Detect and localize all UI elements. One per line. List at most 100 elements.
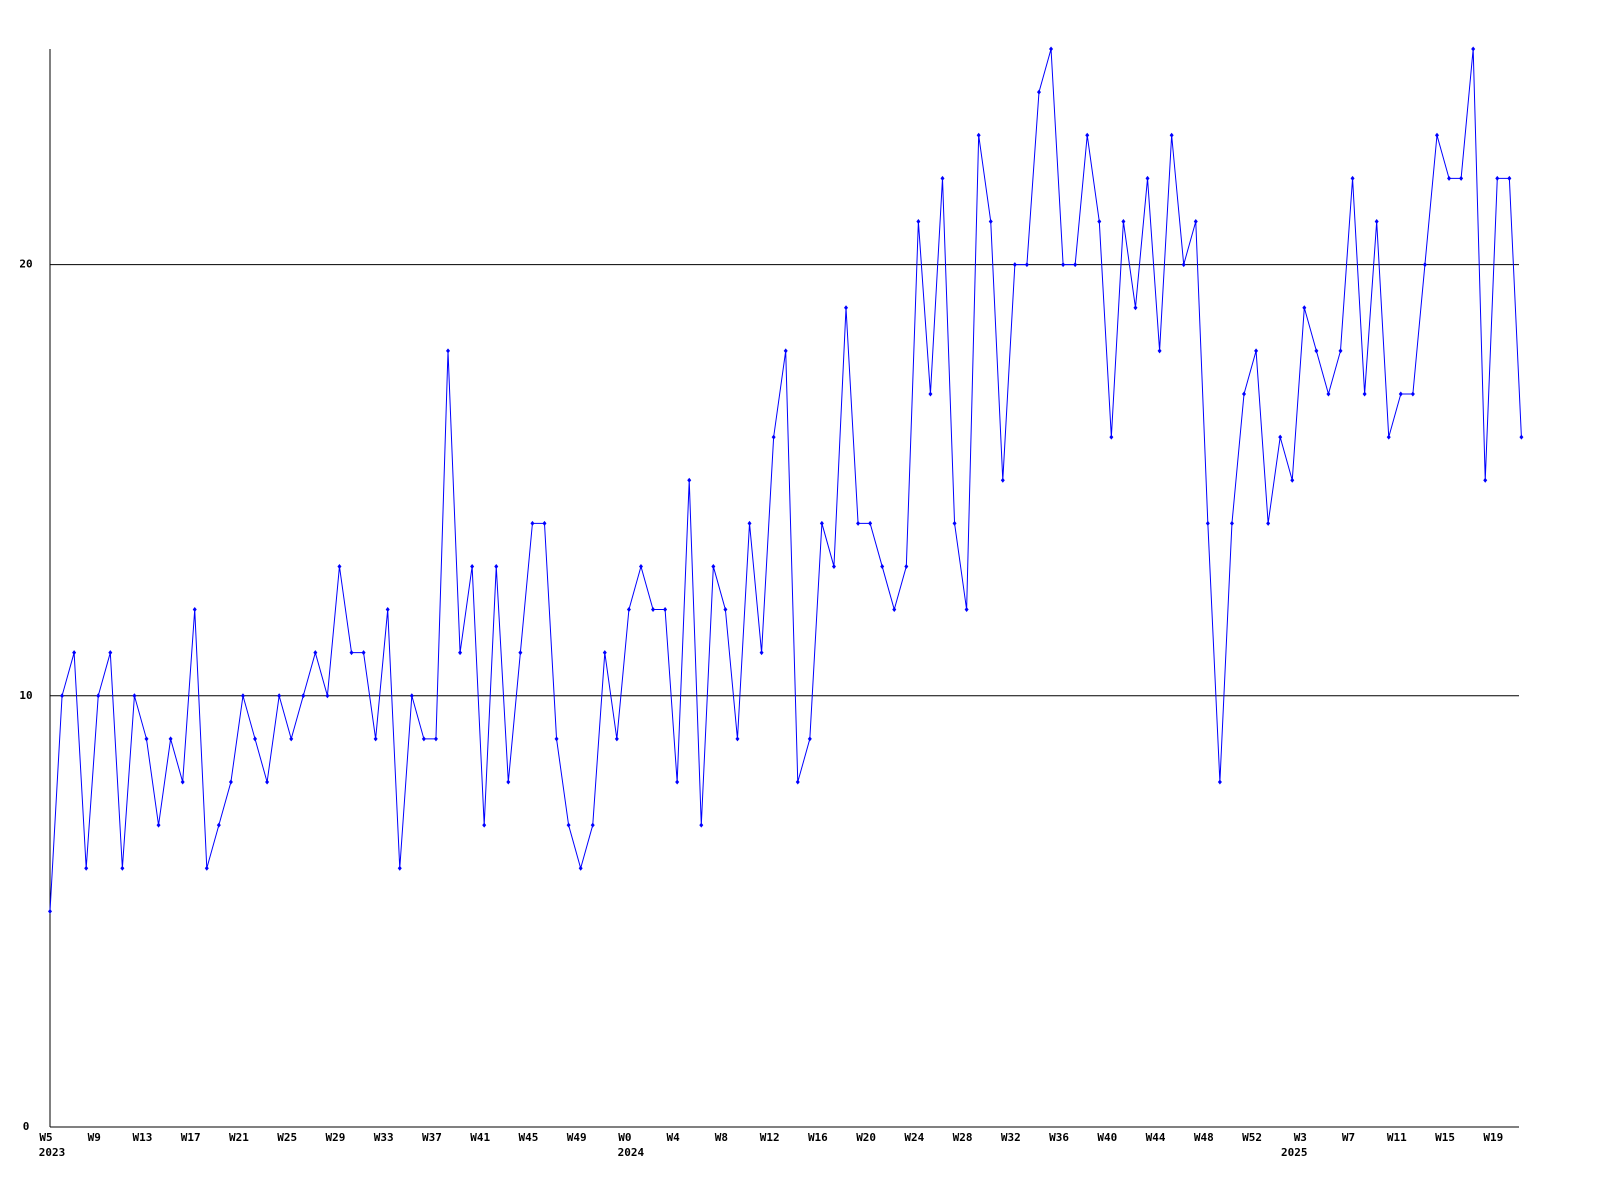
x-tick-label: W45 <box>518 1131 538 1144</box>
x-tick-label: W49 <box>567 1131 587 1144</box>
data-point <box>1410 391 1415 397</box>
x-tick-label: W15 <box>1435 1131 1455 1144</box>
data-point <box>651 607 656 613</box>
data-point <box>216 822 221 828</box>
data-point <box>976 132 981 138</box>
data-point <box>1386 434 1391 440</box>
data-point <box>1000 477 1005 483</box>
x-tick-label: W37 <box>422 1131 442 1144</box>
data-point <box>868 520 873 526</box>
data-point <box>602 650 607 656</box>
data-point <box>1133 305 1138 311</box>
data-point <box>723 607 728 613</box>
data-point <box>289 736 294 742</box>
data-point <box>614 736 619 742</box>
data-point <box>446 348 451 354</box>
data-point <box>1157 348 1162 354</box>
data-point <box>831 563 836 569</box>
data-point <box>48 908 52 914</box>
data-point <box>1012 262 1017 268</box>
data-point <box>638 563 643 569</box>
data-point <box>277 693 282 699</box>
data-point <box>795 779 800 785</box>
x-tick-label: W48 <box>1194 1131 1214 1144</box>
data-point <box>1326 391 1331 397</box>
data-point <box>337 563 342 569</box>
data-point <box>1302 305 1307 311</box>
data-point <box>301 693 306 699</box>
x-tick-label: W20 <box>856 1131 876 1144</box>
data-line <box>49 48 1522 912</box>
data-point <box>1398 391 1403 397</box>
data-point <box>373 736 378 742</box>
x-tick-label: W44 <box>1146 1131 1166 1144</box>
data-point <box>819 520 824 526</box>
data-point <box>711 563 716 569</box>
x-year-label: 2023 <box>39 1146 66 1159</box>
x-tick-label: W8 <box>715 1131 728 1144</box>
data-point <box>458 650 463 656</box>
x-tick-label: W4 <box>667 1131 681 1144</box>
data-point <box>1242 391 1247 397</box>
data-point <box>385 607 390 613</box>
data-point <box>530 520 535 526</box>
data-point <box>494 563 499 569</box>
data-point <box>590 822 595 828</box>
x-tick-label: W24 <box>904 1131 924 1144</box>
data-point <box>482 822 487 828</box>
data-point <box>361 650 366 656</box>
data-point <box>1181 262 1186 268</box>
data-point <box>1507 175 1512 181</box>
x-tick-label: W40 <box>1097 1131 1117 1144</box>
x-year-label: 2024 <box>618 1146 645 1159</box>
data-point <box>1278 434 1283 440</box>
data-point <box>783 348 788 354</box>
x-year-label: 2025 <box>1281 1146 1308 1159</box>
data-point <box>892 607 897 613</box>
x-tick-label: W33 <box>374 1131 394 1144</box>
data-point <box>1338 348 1343 354</box>
data-point <box>144 736 149 742</box>
data-point <box>120 865 125 871</box>
x-tick-label: W29 <box>326 1131 346 1144</box>
x-tick-label: W7 <box>1342 1131 1355 1144</box>
data-point <box>168 736 173 742</box>
data-point <box>904 563 909 569</box>
x-tick-label: W5 <box>39 1131 52 1144</box>
data-point <box>1193 218 1198 224</box>
x-tick-label: W16 <box>808 1131 828 1144</box>
data-point <box>916 218 921 224</box>
data-point <box>1483 477 1488 483</box>
data-point <box>1073 262 1078 268</box>
data-point <box>204 865 209 871</box>
data-point <box>421 736 426 742</box>
data-point <box>1121 218 1126 224</box>
data-point <box>1049 46 1054 52</box>
data-point <box>325 693 330 699</box>
x-tick-label: W3 <box>1294 1131 1307 1144</box>
data-point <box>1024 262 1029 268</box>
data-point <box>1085 132 1090 138</box>
data-point <box>132 693 137 699</box>
data-point <box>1374 218 1379 224</box>
data-point <box>1422 262 1427 268</box>
data-point <box>626 607 631 613</box>
data-point <box>1036 89 1041 95</box>
data-point <box>1447 175 1452 181</box>
data-point <box>771 434 776 440</box>
data-point <box>1145 175 1150 181</box>
data-point <box>60 693 65 699</box>
data-point <box>747 520 752 526</box>
data-point <box>349 650 354 656</box>
data-point <box>844 305 849 311</box>
data-point <box>192 607 197 613</box>
x-tick-label: W9 <box>88 1131 101 1144</box>
data-point <box>554 736 559 742</box>
data-point <box>470 563 475 569</box>
data-point <box>156 822 161 828</box>
x-tick-label: W19 <box>1483 1131 1503 1144</box>
data-point <box>964 607 969 613</box>
x-tick-label: W13 <box>133 1131 153 1144</box>
data-point <box>1495 175 1500 181</box>
